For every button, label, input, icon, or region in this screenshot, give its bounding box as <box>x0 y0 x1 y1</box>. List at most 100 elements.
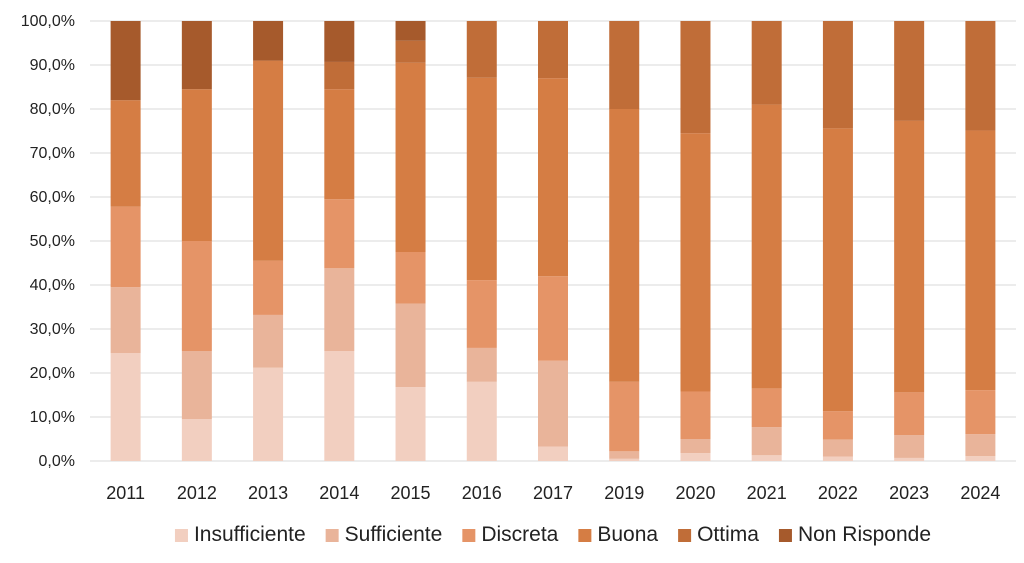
bar-segment <box>253 314 284 368</box>
y-tick-label: 40,0% <box>30 277 75 294</box>
bar-segment <box>538 446 568 461</box>
bar-segment <box>538 78 568 277</box>
legend: Insufficiente Sufficiente Discreta Buona Ott… <box>174 523 931 546</box>
y-tick-label: 100,0% <box>21 13 75 30</box>
bar-segment <box>395 252 426 304</box>
bar-segment <box>609 21 640 109</box>
y-tick-label: 20,0% <box>30 365 75 382</box>
bar-segment <box>822 21 853 129</box>
legend-label: Discreta <box>481 523 558 546</box>
x-axis-ticks: 2011 2012 2013 2014 2015 2016 2017 2019 2020 2021… <box>106 483 1000 503</box>
bar-segment <box>253 21 284 61</box>
bar-segment <box>965 130 996 391</box>
x-tick-label: 2013 <box>248 483 288 503</box>
bar-segment <box>324 61 355 90</box>
x-tick-label: 2023 <box>889 483 929 503</box>
bar-segment <box>680 391 711 439</box>
bar-segment <box>538 21 568 79</box>
legend-label: Insufficiente <box>194 523 306 546</box>
bar-segment <box>110 100 141 207</box>
legend-swatch <box>678 529 692 542</box>
x-tick-label: 2014 <box>319 483 359 503</box>
legend-swatch <box>778 529 792 542</box>
legend-swatch <box>325 529 339 542</box>
bar-segment <box>324 351 355 461</box>
bar-segment <box>965 456 996 461</box>
bar-segment <box>680 133 711 392</box>
legend-label: Ottima <box>697 523 759 546</box>
y-tick-label: 30,0% <box>30 321 75 338</box>
legend-swatch <box>174 529 188 542</box>
bar-segment <box>466 21 497 78</box>
bar-segment <box>965 21 996 131</box>
bar-segment <box>538 360 568 447</box>
x-tick-label: 2012 <box>177 483 217 503</box>
bar-segment <box>466 347 497 382</box>
bar-segment <box>110 353 141 461</box>
bar-segment <box>894 120 925 393</box>
bar-segment <box>324 89 355 200</box>
x-tick-label: 2022 <box>818 483 858 503</box>
bar-segment <box>894 435 925 458</box>
legend-label: Sufficiente <box>345 523 443 546</box>
bar-segment <box>181 419 212 461</box>
bar-segment <box>181 241 212 351</box>
bar-segment <box>822 128 853 412</box>
bar-segment <box>466 77 497 281</box>
bar-segment <box>395 40 426 63</box>
bar-segment <box>253 260 284 315</box>
bar-segment <box>253 367 284 461</box>
bar-segment <box>324 199 355 269</box>
bar-segment <box>751 21 782 105</box>
x-tick-label: 2015 <box>391 483 431 503</box>
bar-segment <box>110 21 141 101</box>
bar-segment <box>609 458 640 461</box>
x-tick-label: 2019 <box>604 483 644 503</box>
bar-segment <box>324 21 355 62</box>
y-tick-label: 50,0% <box>30 233 75 250</box>
bar-segment <box>751 104 782 389</box>
bar-segment <box>822 456 853 461</box>
bar-segment <box>965 390 996 435</box>
bar-segment <box>751 455 782 461</box>
y-tick-label: 80,0% <box>30 101 75 118</box>
bar-segment <box>253 60 284 261</box>
x-tick-label: 2021 <box>747 483 787 503</box>
bar-segment <box>181 89 212 241</box>
bar-segment <box>395 303 426 388</box>
bar-segment <box>538 276 568 361</box>
bar-segment <box>181 21 212 90</box>
legend-label: Non Risponde <box>798 523 931 546</box>
bar-segment <box>894 457 925 461</box>
bar-segment <box>894 392 925 436</box>
y-tick-label: 10,0% <box>30 409 75 426</box>
x-tick-label: 2016 <box>462 483 502 503</box>
bar-segment <box>680 453 711 461</box>
y-tick-label: 0,0% <box>39 453 75 470</box>
legend-swatch <box>578 529 592 542</box>
legend-label: Buona <box>597 523 658 546</box>
bar-segment <box>609 451 640 459</box>
bar-segment <box>680 439 711 454</box>
bar-segment <box>395 62 426 252</box>
y-tick-label: 60,0% <box>30 189 75 206</box>
bar-segment <box>609 381 640 452</box>
bar-segment <box>110 206 141 288</box>
bars <box>110 21 996 461</box>
y-tick-label: 70,0% <box>30 145 75 162</box>
bar-segment <box>965 434 996 457</box>
y-tick-label: 90,0% <box>30 57 75 74</box>
bar-segment <box>822 411 853 440</box>
bar-segment <box>751 427 782 456</box>
bar-segment <box>395 21 426 41</box>
bar-segment <box>894 21 925 121</box>
bar-segment <box>466 280 497 348</box>
bar-segment <box>324 268 355 351</box>
bar-segment <box>395 387 426 461</box>
bar-segment <box>181 351 212 420</box>
bar-segment <box>822 439 853 457</box>
x-tick-label: 2024 <box>960 483 1000 503</box>
bar-segment <box>110 287 141 354</box>
bar-segment <box>609 109 640 382</box>
